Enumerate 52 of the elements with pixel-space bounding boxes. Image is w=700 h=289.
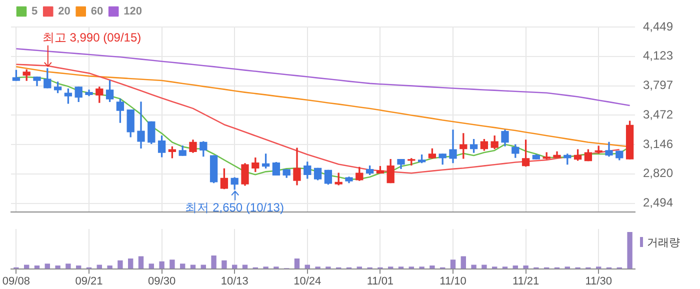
bar xyxy=(627,232,632,269)
x-tick-label: 11/01 xyxy=(366,275,394,288)
bar xyxy=(148,264,154,269)
y-tick-label: 3,797 xyxy=(643,78,674,92)
bar xyxy=(242,264,248,269)
bar xyxy=(159,261,164,269)
bar xyxy=(200,264,206,269)
annotation: 최저 2,650 (10/13) xyxy=(185,200,284,215)
candlestick xyxy=(408,158,416,166)
x-tick-label: 10/24 xyxy=(294,275,322,288)
x-tick-label: 10/13 xyxy=(220,275,248,288)
bar xyxy=(96,264,102,269)
y-tick-label: 2,494 xyxy=(643,196,674,210)
x-tick-label: 09/08 xyxy=(2,275,30,288)
bar xyxy=(55,265,60,269)
bar xyxy=(128,258,134,269)
legend-label: 120 xyxy=(124,6,142,18)
bar xyxy=(118,260,123,269)
legend-label: 5 xyxy=(32,6,38,18)
y-tick-label: 3,146 xyxy=(643,136,674,151)
legend-label: 60 xyxy=(90,6,104,18)
y-tick-label: 2,820 xyxy=(643,166,674,180)
bar xyxy=(138,256,144,269)
legend-label: 거래량 xyxy=(647,237,680,249)
x-tick-label: 09/30 xyxy=(148,275,176,288)
bar xyxy=(471,264,476,269)
y-tick-label: 4,449 xyxy=(643,19,674,34)
legend-label: 20 xyxy=(58,6,70,18)
bar xyxy=(450,260,456,269)
bar xyxy=(294,258,300,269)
x-tick-label: 11/10 xyxy=(440,275,466,288)
x-tick-label: 09/21 xyxy=(75,275,103,288)
bar xyxy=(232,264,238,269)
annotation: 최고 3,990 (09/15) xyxy=(42,30,142,45)
bar xyxy=(170,260,175,269)
bar xyxy=(44,264,50,269)
bar xyxy=(190,264,196,269)
bar xyxy=(66,264,71,269)
bar xyxy=(222,260,227,269)
y-tick-label: 4,123 xyxy=(643,48,674,63)
x-tick-label: 11/30 xyxy=(585,275,612,288)
bar xyxy=(460,256,466,269)
bar xyxy=(107,265,112,269)
bar xyxy=(211,256,216,269)
bar xyxy=(523,265,528,269)
bar xyxy=(430,265,435,269)
y-tick-label: 3,472 xyxy=(643,107,674,122)
bar xyxy=(482,264,487,269)
bar xyxy=(24,264,30,269)
x-tick-label: 11/21 xyxy=(512,275,540,288)
bar xyxy=(180,264,186,269)
bar xyxy=(304,264,310,269)
